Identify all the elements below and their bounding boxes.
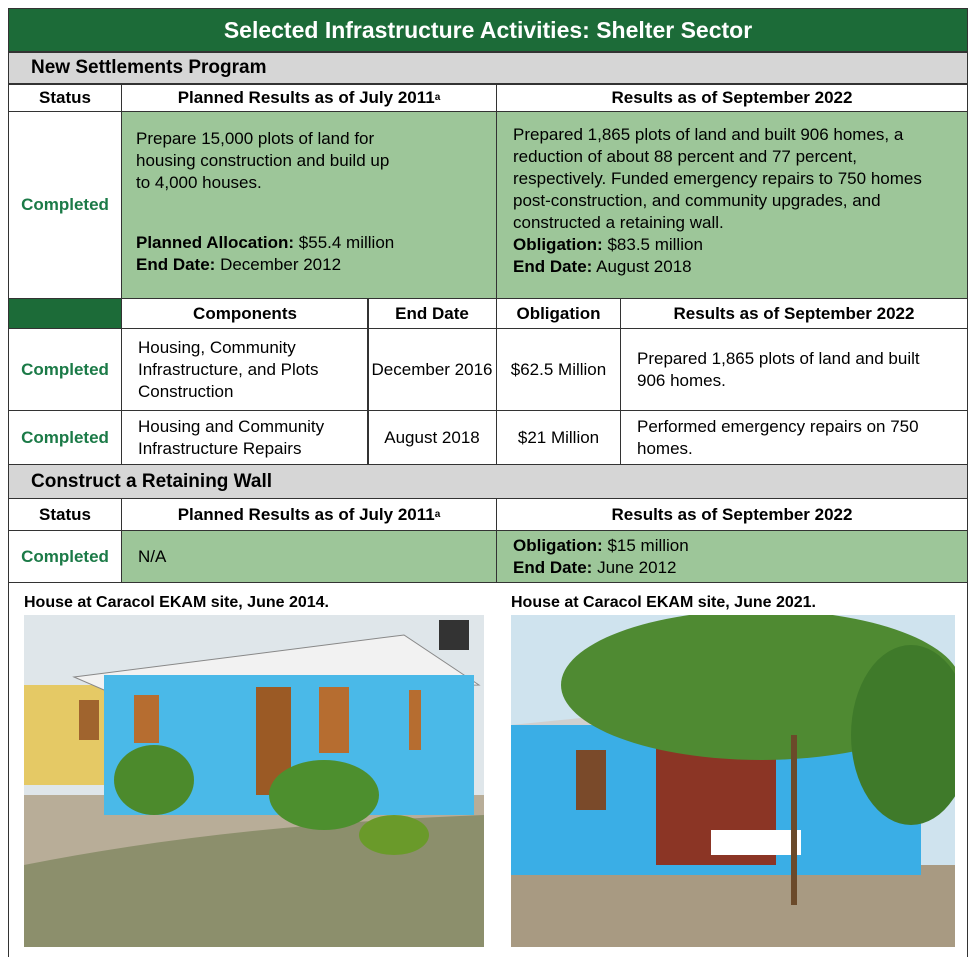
cell: August 2018 xyxy=(367,410,497,465)
label: Obligation: xyxy=(513,235,603,254)
photo xyxy=(511,615,955,947)
obligation: Obligation: $15 million xyxy=(513,535,689,557)
allocation: Planned Allocation: $55.4 million xyxy=(136,232,482,254)
cell: $21 Million xyxy=(496,410,621,465)
cell: Housing, Community Infrastructure, and P… xyxy=(121,328,369,411)
footnote-marker: a xyxy=(434,508,441,520)
results-cell: Prepared 1,865 plots of land and built 9… xyxy=(496,111,968,299)
header: Planned Results as of July 2011 a xyxy=(121,84,497,112)
header: Status xyxy=(8,84,122,112)
title: Selected Infrastructure Activities: Shel… xyxy=(8,8,968,52)
label: Obligation: xyxy=(513,535,603,555)
section-heading: Construct a Retaining Wall xyxy=(8,464,968,499)
planned-text: Prepare 15,000 plots of land for housing… xyxy=(136,129,390,192)
status: Completed xyxy=(8,410,122,465)
header: Results as of September 2022 xyxy=(496,498,968,531)
header-blank xyxy=(8,298,122,329)
header: Results as of September 2022 xyxy=(620,298,968,329)
photo-area xyxy=(8,582,968,957)
label: Planned Allocation: xyxy=(136,233,295,252)
value: June 2012 xyxy=(597,557,677,577)
header-text: Planned Results as of July 2011 xyxy=(177,504,435,524)
photo-caption: House at Caracol EKAM site, June 2014. xyxy=(24,594,329,611)
value: $83.5 million xyxy=(607,235,703,254)
end-date: End Date: August 2018 xyxy=(513,256,951,278)
obligation: Obligation: $83.5 million xyxy=(513,234,951,256)
planned-cell: Prepare 15,000 plots of land for housing… xyxy=(121,111,497,299)
header: End Date xyxy=(367,298,497,329)
planned-cell: N/A xyxy=(121,530,497,583)
results-text: Prepared 1,865 plots of land and built 9… xyxy=(513,125,922,232)
cell: December 2016 xyxy=(367,328,497,411)
value: August 2018 xyxy=(596,257,692,276)
cell: Prepared 1,865 plots of land and built 9… xyxy=(620,328,968,411)
results-cell: Obligation: $15 million End Date: June 2… xyxy=(496,530,968,583)
end-date: End Date: June 2012 xyxy=(513,557,676,579)
cell: $62.5 Million xyxy=(496,328,621,411)
header: Status xyxy=(8,498,122,531)
cell: Housing and Community Infrastructure Rep… xyxy=(121,410,369,465)
label: End Date: xyxy=(513,257,593,276)
photo-caption: House at Caracol EKAM site, June 2021. xyxy=(511,594,816,611)
section-heading: New Settlements Program xyxy=(8,52,968,84)
value: December 2012 xyxy=(220,255,342,274)
header: Components xyxy=(121,298,369,329)
status: Completed xyxy=(8,530,122,583)
end-date: End Date: December 2012 xyxy=(136,254,482,276)
footnote-marker: a xyxy=(434,92,441,103)
value: $15 million xyxy=(607,535,689,555)
header: Planned Results as of July 2011 a xyxy=(121,498,497,531)
label: End Date: xyxy=(136,255,216,274)
value: $55.4 million xyxy=(298,233,395,252)
header-text: Planned Results as of July 2011 xyxy=(177,88,435,107)
header: Obligation xyxy=(496,298,621,329)
label: End Date: xyxy=(513,557,593,577)
photo xyxy=(24,615,484,947)
header: Results as of September 2022 xyxy=(496,84,968,112)
status: Completed xyxy=(8,111,122,299)
status: Completed xyxy=(8,328,122,411)
cell: Performed emergency repairs on 750 homes… xyxy=(620,410,968,465)
